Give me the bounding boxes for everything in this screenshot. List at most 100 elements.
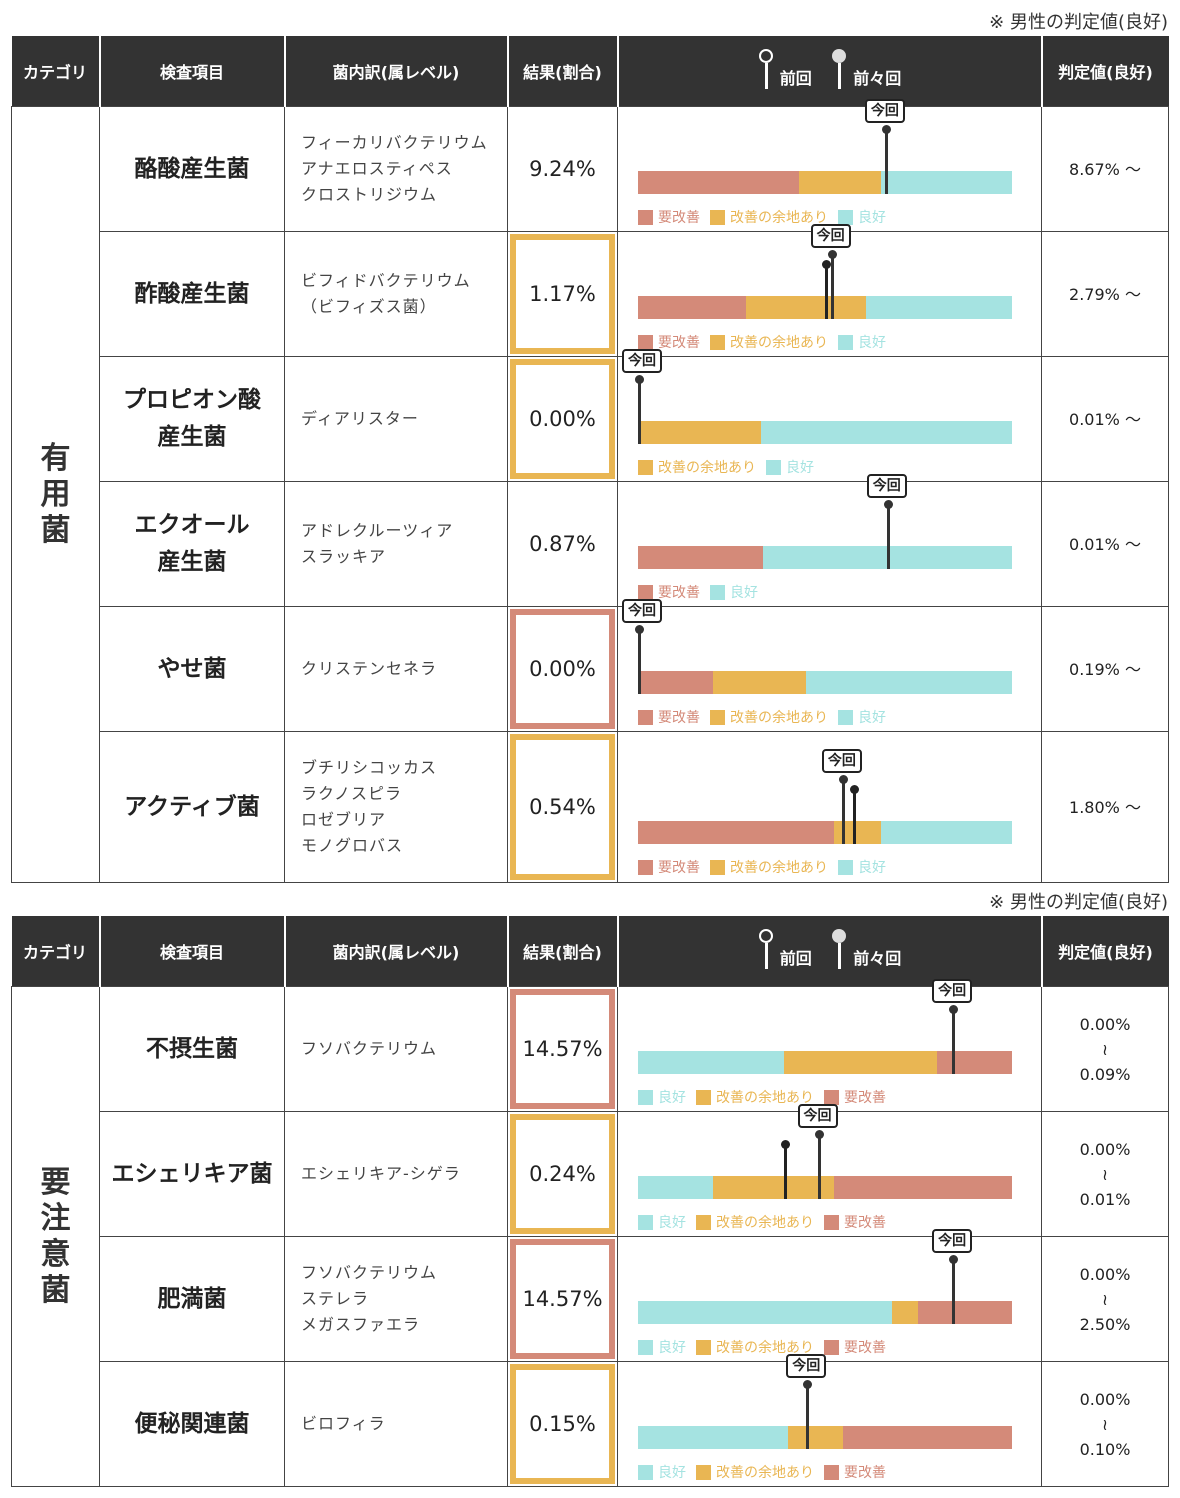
history-bar-cell: 今回 改善の余地あり 良好 [617, 349, 1042, 482]
legend-bad: 要改善 [638, 207, 700, 227]
history-bar-cell: 今回 要改善 改善の余地あり 良好 [617, 224, 1042, 357]
now-marker [635, 375, 644, 444]
header-result: 結果(割合) [506, 916, 618, 987]
legend-good: 良好 [638, 1087, 686, 1107]
bar-legend: 要改善 改善の余地あり 良好 [638, 857, 886, 877]
now-marker [949, 1255, 959, 1324]
genus-breakdown: フソバクテリウム ステレラ メガスファエラ [284, 1236, 508, 1362]
now-label: 今回 [864, 99, 905, 123]
bar-segment-bad [638, 821, 835, 844]
bar-segment-bad [842, 1426, 1012, 1449]
header-breakdown: 菌内訳(属レベル) [283, 916, 508, 987]
bar-segment-mid [712, 671, 807, 694]
now-marker [803, 1380, 813, 1449]
genus-breakdown: フソバクテリウム [284, 986, 508, 1112]
result-value: 0.24% [507, 1111, 618, 1237]
legend-bad: 要改善 [638, 857, 700, 877]
range-bar [638, 821, 1012, 844]
judge-value: 0.00% ≀ 0.09% [1041, 986, 1169, 1112]
table-row: 有用菌酪酸産生菌 フィーカリバクテリウム アナエロスティペス クロストリジウム 9.24… [11, 99, 1169, 883]
bar-segment-mid [746, 296, 867, 319]
item-name: 酢酸産生菌 [99, 231, 285, 357]
table-row: エシェリキア菌 エシェリキア-シゲラ 0.24% 今回 良好 改善の余地あり 要改善 0.00… [12, 1104, 1169, 1237]
history-bar-cell: 今回 要改善 改善の余地あり 良好 [617, 99, 1042, 232]
bar-segment-bad [918, 1301, 1012, 1324]
legend-mid: 改善の余地あり [710, 332, 828, 352]
header-category: カテゴリ [11, 916, 100, 987]
legend-good: 良好 [638, 1337, 686, 1357]
header-item: 検査項目 [98, 36, 285, 107]
table-row: 便秘関連菌 ビロフィラ 0.15% 今回 良好 改善の余地あり 要改善 0.00% ≀ 0.10% [12, 1354, 1169, 1487]
legend-mid: 改善の余地あり [710, 857, 828, 877]
legend-bad: 要改善 [638, 707, 700, 727]
now-marker [949, 1005, 959, 1074]
now-label: 今回 [821, 749, 862, 773]
table-row: 肥満菌 フソバクテリウム ステレラ メガスファエラ 14.57% 今回 良好 改善の余地あり要… [12, 1229, 1169, 1362]
bar-segment-bad [638, 296, 747, 319]
now-marker [635, 625, 644, 694]
genus-breakdown: フィーカリバクテリウム アナエロスティペス クロストリジウム [284, 106, 508, 232]
header-judge: 判定値(良好) [1040, 916, 1169, 987]
result-value: 9.24% [507, 106, 618, 232]
result-value: 0.00% [507, 606, 618, 732]
prev-label: 前回 [779, 69, 812, 88]
bar-segment-bad [937, 1051, 1012, 1074]
header-category: カテゴリ [11, 36, 100, 107]
legend-mid: 改善の余地あり [696, 1337, 814, 1357]
genus-breakdown: ビロフィラ [284, 1361, 508, 1487]
header-item: 検査項目 [98, 916, 285, 987]
now-label: 今回 [622, 349, 662, 373]
result-value: 0.87% [507, 481, 618, 607]
legend-bad: 要改善 [824, 1462, 886, 1482]
legend-good: 良好 [838, 707, 886, 727]
beneficial-table: カテゴリ 検査項目 菌内訳(属レベル) 結果(割合) 前回 前々回 判定値(良好… [11, 36, 1169, 883]
bar-segment-mid [712, 1176, 835, 1199]
result-highlight-frame [510, 359, 615, 479]
now-label: 今回 [786, 1354, 827, 1378]
legend-bad: 要改善 [638, 582, 700, 602]
category-label: 要注意菌 [11, 986, 100, 1487]
prev-marker [780, 1140, 790, 1199]
now-label: 今回 [932, 979, 973, 1003]
now-label: 今回 [797, 1104, 838, 1128]
history-bar-cell: 今回 良好 改善の余地あり 要改善 [617, 1229, 1042, 1362]
range-bar [638, 1176, 1012, 1199]
legend-good: 良好 [766, 457, 814, 477]
prev2-pin-icon [831, 49, 849, 89]
legend-mid: 改善の余地あり [696, 1087, 814, 1107]
item-name: エクオール 産生菌 [99, 481, 285, 607]
legend-bad: 要改善 [638, 332, 700, 352]
bar-segment-good [866, 296, 1012, 319]
item-name: 肥満菌 [99, 1236, 285, 1362]
genus-breakdown: ディアリスター [284, 356, 508, 482]
range-bar [638, 1301, 1012, 1324]
range-bar [638, 421, 1012, 444]
judge-value: 8.67% ～ [1041, 106, 1169, 232]
table-row: エクオール 産生菌 アドレクルーツィア スラッキア 0.87% 今回 要改善 良好 0.01% … [12, 474, 1169, 607]
item-name: プロピオン酸 産生菌 [99, 356, 285, 482]
bar-segment-bad [834, 1176, 1012, 1199]
result-value: 14.57% [507, 1236, 618, 1362]
legend-mid: 改善の余地あり [696, 1462, 814, 1482]
result-highlight-frame [510, 1239, 615, 1359]
bar-segment-bad [638, 546, 764, 569]
bar-segment-bad [638, 171, 799, 194]
bar-segment-good [881, 171, 1012, 194]
history-bar-cell: 今回 良好 改善の余地あり 要改善 [617, 979, 1042, 1112]
bar-segment-mid [638, 421, 762, 444]
judge-note: ※ 男性の判定値(良好) [989, 12, 1168, 33]
legend-bad: 要改善 [824, 1337, 886, 1357]
legend-good: 良好 [838, 207, 886, 227]
prev2-label: 前々回 [853, 949, 902, 968]
range-bar [638, 296, 1012, 319]
table-row: 要注意菌不摂生菌 フソバクテリウム 14.57% 今回 良好 改善の余地あり 要改善 0.00… [11, 979, 1169, 1487]
bar-legend: 要改善 良好 [638, 582, 758, 602]
now-marker [883, 500, 893, 569]
genus-breakdown: クリステンセネラ [284, 606, 508, 732]
table-row: 酢酸産生菌 ビフィドバクテリウム （ビフィズス菌） 1.17% 今回 要改善 改善の余地あり… [12, 224, 1169, 357]
judge-value: 0.01% ～ [1041, 481, 1169, 607]
prev-pin-icon [758, 49, 776, 89]
now-label: 今回 [622, 599, 662, 623]
result-highlight-frame [510, 1364, 615, 1484]
header-result: 結果(割合) [506, 36, 618, 107]
